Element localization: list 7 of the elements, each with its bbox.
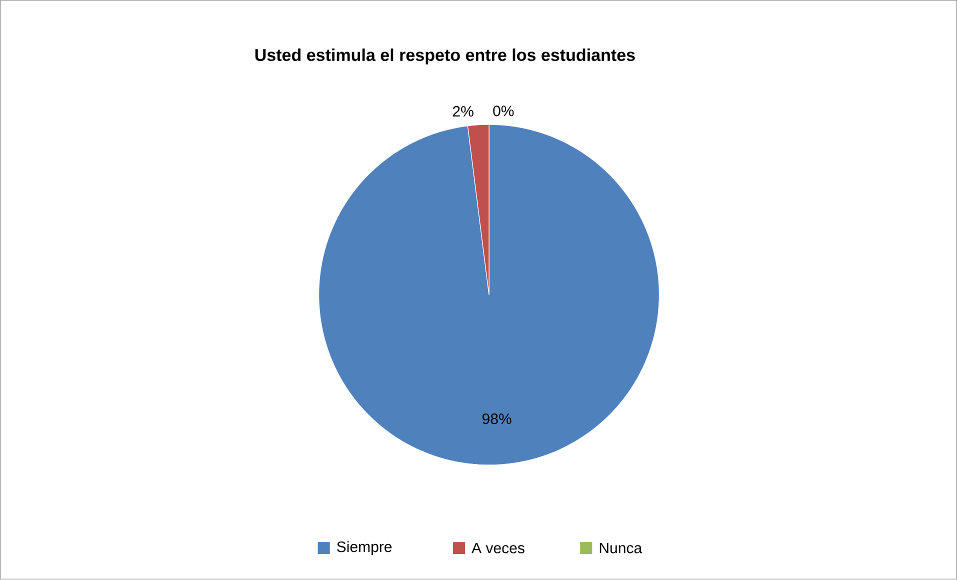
data-label: 98% xyxy=(482,414,512,424)
legend-label: A veces xyxy=(472,543,524,554)
legend-label: Nunca xyxy=(600,543,642,554)
chart-title: Usted estimula el respeto entre los estudiantes xyxy=(255,48,635,65)
legend-label: Siempre xyxy=(337,541,392,556)
text: 0% xyxy=(493,106,514,116)
data-label: 2% xyxy=(452,106,474,117)
